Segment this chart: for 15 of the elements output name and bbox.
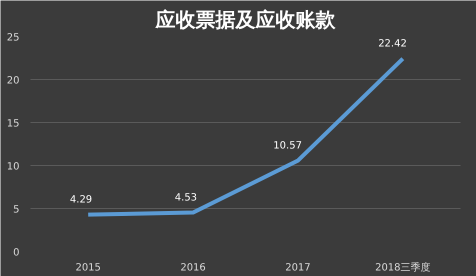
y-tick-label: 20: [6, 76, 20, 86]
data-label: 10.57: [273, 140, 302, 152]
data-label: 4.53: [174, 192, 198, 204]
x-tick-label: 2015: [75, 262, 101, 274]
y-tick-label: 25: [6, 32, 20, 44]
y-tick-label: 5: [13, 204, 20, 216]
y-tick-label: 15: [6, 118, 20, 130]
y-tick-label: 0: [13, 248, 20, 258]
x-tick-label: 2016: [180, 262, 206, 274]
data-label: 4.29: [70, 194, 92, 206]
x-tick-label: 2017: [285, 262, 311, 274]
chart-title: 应收票据及应收账款: [154, 8, 336, 32]
y-tick-label: 10: [6, 162, 20, 172]
x-tick-label: 2018三季度: [375, 262, 431, 274]
data-label: 22.42: [378, 38, 407, 50]
